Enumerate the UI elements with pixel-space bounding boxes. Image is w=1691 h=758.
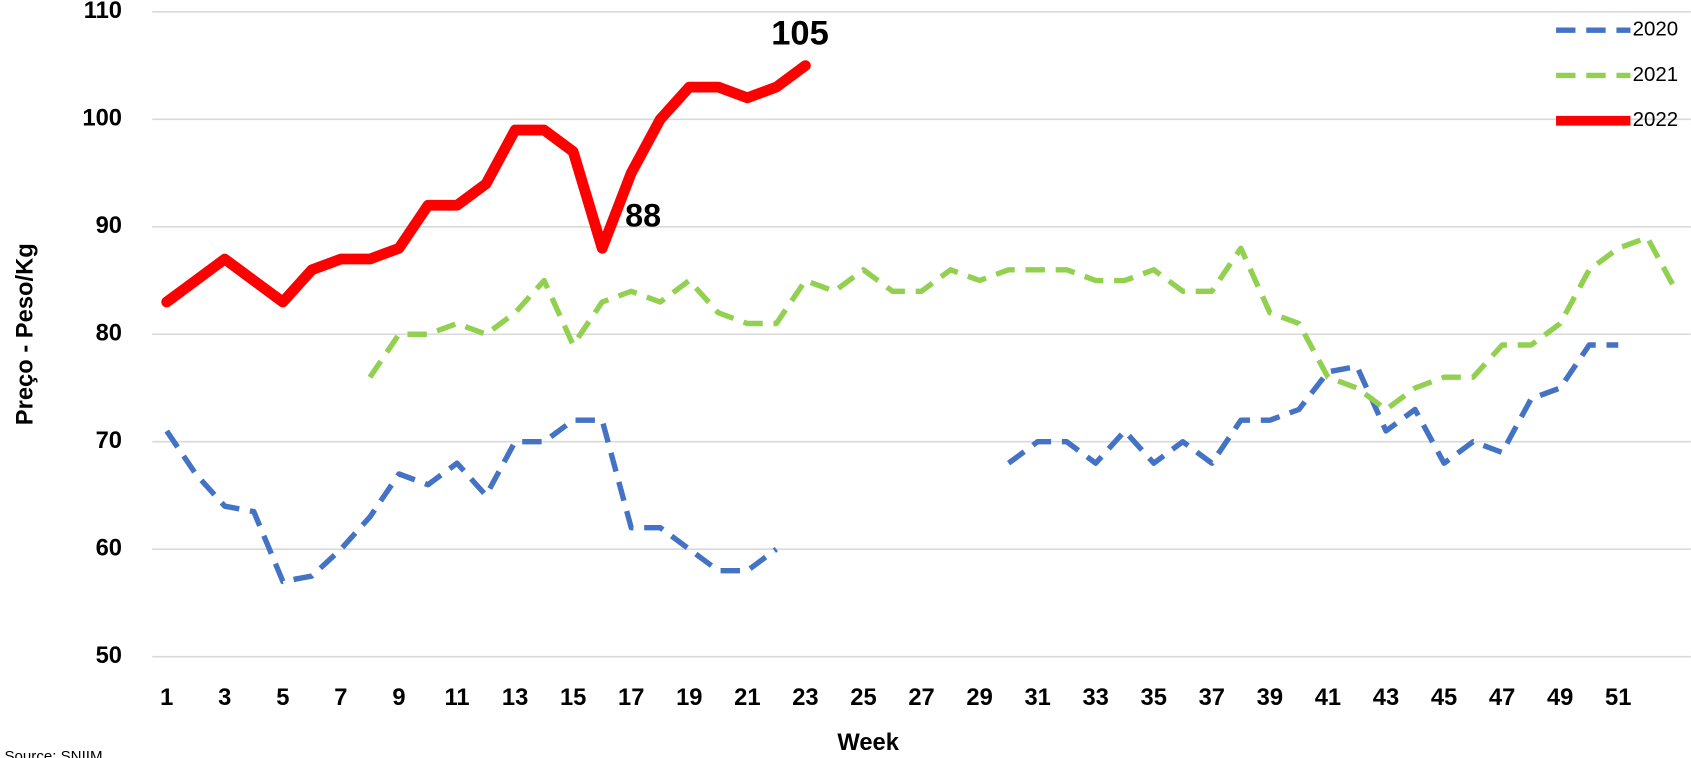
value-label: 88: [625, 198, 661, 234]
x-tick-label: 13: [502, 685, 528, 711]
x-tick-label: 47: [1489, 685, 1515, 711]
y-tick-label: 50: [96, 643, 122, 669]
x-tick-label: 49: [1547, 685, 1573, 711]
x-tick-label: 15: [560, 685, 586, 711]
x-tick-label: 43: [1373, 685, 1399, 711]
y-axis-label: Preço - Peso/Kg: [12, 243, 38, 425]
x-tick-label: 31: [1024, 685, 1050, 711]
y-tick-label: 100: [82, 106, 122, 132]
x-tick-label: 23: [792, 685, 818, 711]
x-tick-label: 25: [850, 685, 876, 711]
x-tick-label: 9: [392, 685, 405, 711]
line-2022: [161, 60, 811, 308]
y-tick-label: 80: [96, 321, 122, 347]
x-tick-label: 35: [1141, 685, 1167, 711]
x-tick-label: 19: [676, 685, 702, 711]
x-tick-label: 41: [1315, 685, 1341, 711]
y-tick-label: 70: [96, 428, 122, 454]
x-tick-label: 11: [444, 685, 469, 711]
x-tick-label: 1: [160, 685, 173, 711]
x-tick-label: 17: [618, 685, 644, 711]
x-tick-label: 51: [1605, 685, 1631, 711]
x-tick-label: 45: [1431, 685, 1457, 711]
legend-label: 2020: [1633, 18, 1679, 41]
value-label: 105: [771, 15, 829, 53]
x-tick-label: 3: [218, 685, 231, 711]
x-axis-label: Week: [837, 730, 899, 756]
y-tick-label: 90: [96, 213, 122, 239]
x-tick-label: 29: [966, 685, 992, 711]
y-tick-label: 60: [96, 535, 122, 561]
y-tick-label: 110: [84, 0, 122, 24]
line-2020: [164, 342, 1619, 585]
legend-label: 2021: [1633, 63, 1679, 86]
x-tick-label: 21: [734, 685, 760, 711]
x-tick-label: 7: [334, 685, 347, 711]
x-tick-label: 27: [908, 685, 934, 711]
legend-label: 2022: [1633, 108, 1679, 131]
line-2021: [367, 234, 1679, 413]
x-tick-label: 39: [1257, 685, 1283, 711]
source-note: Source: SNIIM: [4, 748, 102, 758]
x-tick-label: 37: [1199, 685, 1225, 711]
x-tick-label: 5: [276, 685, 289, 711]
x-tick-label: 33: [1083, 685, 1109, 711]
